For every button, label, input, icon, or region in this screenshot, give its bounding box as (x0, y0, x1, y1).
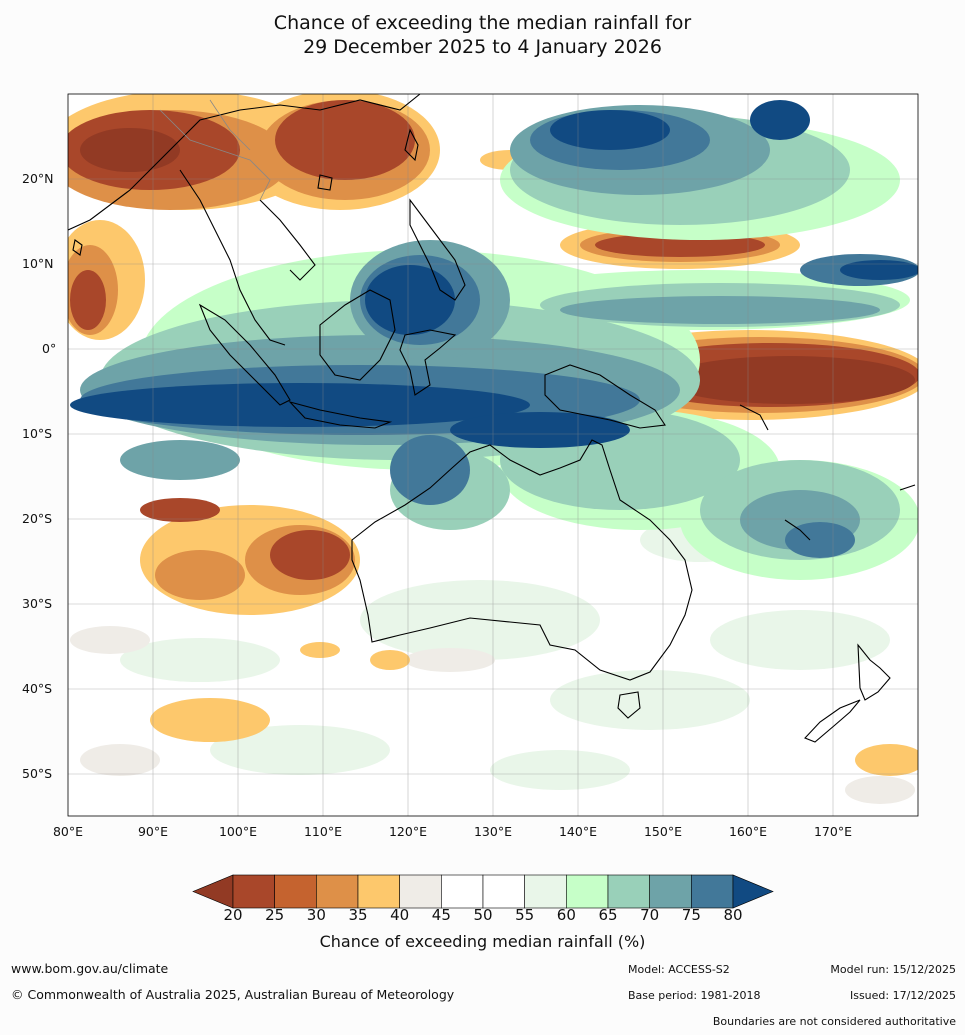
colorbar-swatch (691, 874, 734, 909)
colorbar-label: Chance of exceeding median rainfall (%) (319, 932, 646, 951)
lon-label-80e: 80°E (52, 824, 84, 839)
colorbar-tick-label: 55 (515, 906, 535, 924)
lon-label-130e: 130°E (473, 824, 512, 839)
colorbar-swatch (482, 874, 525, 909)
lat-label-10n: 10°N (22, 256, 54, 271)
colorbar-swatch (607, 874, 650, 909)
lat-label-20n: 20°N (22, 171, 54, 186)
colorbar-swatch (232, 874, 275, 909)
lat-label-40s: 40°S (22, 681, 53, 696)
model-text: Model: ACCESS-S2 (628, 963, 730, 976)
colorbar-tick-label: 25 (265, 906, 285, 924)
colorbar-swatch (316, 874, 359, 909)
colorbar-tick-label: 40 (390, 906, 410, 924)
colorbar-swatch (274, 874, 317, 909)
lon-label-120e: 120°E (388, 824, 427, 839)
lat-label-30s: 30°S (22, 596, 53, 611)
colorbar-tick-label: 75 (681, 906, 701, 924)
map-frame (67, 93, 919, 817)
map-title-line-1: Chance of exceeding the median rainfall … (273, 12, 692, 34)
colorbar-tick-label: 60 (556, 906, 576, 924)
website-text: www.bom.gov.au/climate (11, 961, 169, 976)
lon-label-90e: 90°E (137, 824, 169, 839)
colorbar-tick-label: 45 (431, 906, 451, 924)
colorbar-swatch (399, 874, 442, 909)
lon-label-150e: 150°E (643, 824, 682, 839)
base-period-text: Base period: 1981-2018 (628, 989, 761, 1002)
lat-label-50s: 50°S (22, 766, 53, 781)
colorbar-swatch (357, 874, 400, 909)
colorbar-swatch (566, 874, 609, 909)
colorbar-tick-label: 20 (223, 906, 243, 924)
lat-label-10s: 10°S (22, 426, 53, 441)
disclaimer-text: Boundaries are not considered authoritat… (712, 1015, 956, 1028)
map-title-line-2: 29 December 2025 to 4 January 2026 (303, 36, 662, 58)
lat-label-20s: 20°S (22, 511, 53, 526)
colorbar-swatch (649, 874, 692, 909)
issued-text: Issued: 17/12/2025 (849, 989, 956, 1002)
colorbar-swatch (524, 874, 567, 909)
probability-field (68, 94, 918, 816)
lon-label-100e: 100°E (218, 824, 257, 839)
colorbar-tick-label: 80 (723, 906, 743, 924)
colorbar-tick-label: 30 (306, 906, 326, 924)
colorbar-tick-label: 35 (348, 906, 368, 924)
colorbar (192, 874, 774, 909)
model-run-text: Model run: 15/12/2025 (830, 963, 956, 976)
copyright-text: © Commonwealth of Australia 2025, Austra… (11, 987, 455, 1002)
colorbar-tick-label: 50 (473, 906, 493, 924)
colorbar-over-arrow (732, 874, 774, 909)
lon-label-140e: 140°E (558, 824, 597, 839)
colorbar-under-arrow (192, 874, 234, 909)
lat-label-equator: 0° (42, 341, 57, 356)
colorbar-tick-label: 65 (598, 906, 618, 924)
lon-label-160e: 160°E (728, 824, 767, 839)
lon-label-170e: 170°E (813, 824, 852, 839)
lon-label-110e: 110°E (303, 824, 342, 839)
colorbar-tick-label: 70 (640, 906, 660, 924)
colorbar-swatch (441, 874, 484, 909)
coastlines (68, 94, 916, 743)
